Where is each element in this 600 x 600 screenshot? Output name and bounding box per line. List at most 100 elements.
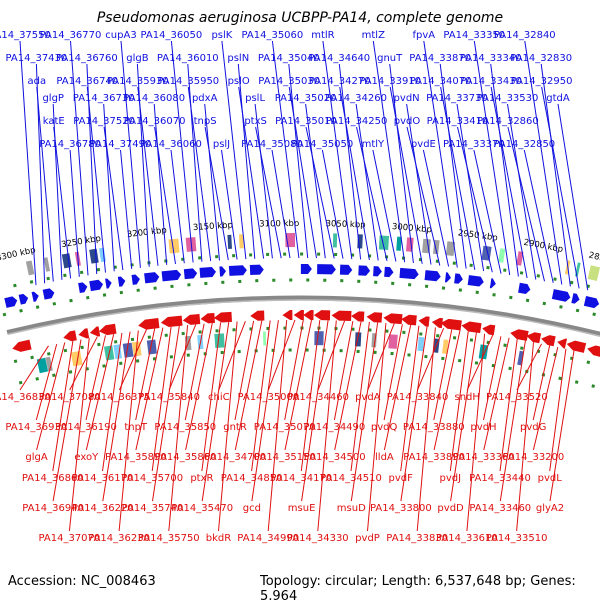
bottom-gene-labels-label-40: msuD [337, 503, 366, 514]
top-gene-labels-line-46 [406, 126, 441, 266]
bottom-gene-labels-label-30: PA14_35000 [238, 392, 300, 403]
top-gene-labels-line-25 [237, 63, 256, 259]
top-strand-features-gene-7 [117, 276, 126, 287]
top-gene-labels-label-54: PA14_33350 [443, 30, 505, 41]
top-gene-labels-label-22: tnpS [194, 116, 217, 127]
top-gene-labels-label-16: PA14_36070 [124, 116, 186, 127]
bottom-gene-labels-line-27 [251, 320, 271, 472]
bottom-strand-features-gene-29 [566, 340, 587, 353]
top-gene-labels-line-38 [339, 86, 370, 260]
top-strand-features-gene-27 [489, 278, 496, 289]
bottom-annotation-blocks-block-20 [517, 350, 524, 366]
bottom-strand-features-gene-21 [431, 317, 443, 329]
bottom-strand-features-gene-20 [418, 316, 430, 327]
bottom-gene-labels-line-54 [466, 334, 494, 391]
top-gene-labels-line-59 [523, 149, 554, 283]
bottom-annotation-blocks-block-15 [388, 334, 398, 349]
genome-backbone-highlight [7, 299, 600, 338]
bottom-gene-labels-line-50 [433, 330, 461, 451]
top-strand-features-gene-26 [467, 275, 484, 287]
top-gene-labels-label-23: pslJ [213, 139, 230, 150]
bottom-gene-labels-label-63: pvdL [538, 473, 563, 484]
bottom-annotation-blocks-block-16 [417, 336, 425, 352]
bottom-annotation-blocks-block-10 [214, 333, 225, 348]
top-gene-labels-line-35 [321, 149, 344, 259]
bottom-strand-features-gene-18 [383, 313, 403, 325]
bottom-strand-features-gene-5 [138, 318, 160, 330]
top-gene-labels-label-38: PA14_34270 [309, 76, 371, 87]
bottom-strand-features-gene-22 [440, 318, 462, 331]
bottom-gene-labels-label-64: glyA2 [536, 503, 564, 514]
top-gene-labels-line-24 [221, 40, 247, 260]
top-annotation-blocks-block-8 [227, 234, 232, 249]
top-gene-labels-line-61 [540, 63, 571, 287]
bottom-strand-features-gene-4 [98, 323, 117, 336]
bottom-strand-features-gene-30 [587, 345, 600, 357]
bottom-gene-labels-line-12 [118, 329, 147, 391]
top-gene-labels-label-14: PA14_35930 [107, 76, 169, 87]
bottom-gene-labels-label-27: PA14_34850 [221, 473, 283, 484]
top-strand-features-gene-12 [199, 267, 216, 278]
bottom-annotation-blocks-block-1 [45, 356, 53, 372]
top-gene-labels-line-5 [69, 149, 80, 277]
top-gene-labels-line-33 [305, 103, 326, 259]
bottom-annotation-blocks-block-12 [314, 331, 324, 346]
top-gene-labels-line-32 [288, 86, 317, 259]
top-strand-features-gene-15 [249, 264, 264, 275]
bottom-annotation-blocks-block-19 [478, 344, 489, 360]
top-gene-labels-label-27: pslL [245, 93, 265, 104]
bottom-annotation-blocks-block-7 [146, 339, 157, 355]
top-annotation-blocks-block-5 [98, 247, 106, 263]
top-gene-labels-label-48: fpvA [412, 30, 435, 41]
bottom-gene-labels-line-57 [499, 339, 518, 472]
bottom-strand-features-gene-0 [12, 339, 32, 352]
bottom-gene-labels-label-12: PA14_36375 [89, 392, 151, 403]
bottom-strand-features-gene-6 [160, 315, 183, 327]
bottom-gene-labels-label-42: pvdA [355, 392, 381, 403]
bottom-gene-labels-label-13: tnpT [124, 422, 148, 433]
bottom-gene-labels-label-4: PA14_36940 [22, 503, 84, 514]
top-gene-labels-line-52 [457, 126, 493, 273]
bottom-gene-labels-label-22: PA14_35470 [171, 503, 233, 514]
top-annotation-blocks-block-0 [25, 260, 35, 276]
top-annotation-blocks-block-1 [43, 257, 51, 272]
top-strand-features-gene-9 [144, 272, 160, 284]
top-strand-features-gene-19 [358, 265, 371, 276]
bottom-annotation-blocks-block-2 [70, 350, 83, 367]
bottom-gene-labels-label-3: PA14_36860 [22, 473, 84, 484]
bottom-gene-labels-line-42 [367, 323, 395, 391]
top-gene-labels-line-22 [204, 126, 229, 261]
top-gene-labels-label-47: pvdE [411, 139, 436, 150]
bottom-strand-features-gene-14 [313, 310, 331, 321]
top-strand-features-gene-29 [551, 289, 571, 302]
top-gene-labels-label-31: PA14_35040 [258, 53, 320, 64]
top-gene-labels-label-37: PA14_34640 [308, 53, 370, 64]
top-gene-labels-label-40: PA14_34250 [326, 116, 388, 127]
top-gene-labels-label-53: PA14_33370 [443, 139, 505, 150]
top-annotation-blocks [25, 233, 600, 281]
bottom-gene-labels-line-40 [350, 322, 379, 502]
top-strand-features-gene-0 [4, 296, 18, 308]
top-strand-features-gene-4 [78, 282, 88, 293]
top-strand-features-gene-10 [161, 269, 182, 282]
bottom-strand-features-gene-24 [482, 324, 496, 336]
top-gene-labels-line-42 [372, 40, 406, 263]
top-gene-labels-line-2 [36, 86, 54, 282]
bottom-gene-labels-label-41: pvdP [355, 533, 380, 544]
top-strand-features-gene-1 [18, 293, 29, 305]
bottom-gene-labels-line-2 [36, 342, 66, 451]
bottom-gene-labels-line-43 [383, 324, 403, 421]
bottom-gene-labels-label-24: chiC [208, 392, 230, 403]
bottom-gene-labels-line-62 [532, 346, 559, 451]
top-strand-features-gene-8 [131, 274, 140, 285]
top-gene-labels-label-10: PA14_37520 [73, 116, 135, 127]
bottom-gene-labels-line-45 [400, 325, 420, 472]
top-annotation-blocks-block-21 [516, 251, 524, 266]
top-gene-labels-label-55: PA14_33340 [460, 53, 522, 64]
bottom-gene-labels-line-26 [234, 320, 263, 451]
top-gene-labels-line-63 [557, 103, 589, 291]
bottom-annotation-blocks-block-5 [122, 342, 134, 358]
bottom-gene-labels-label-7: PA14_36190 [55, 422, 117, 433]
bottom-gene-labels-label-15: PA14_35700 [121, 473, 183, 484]
